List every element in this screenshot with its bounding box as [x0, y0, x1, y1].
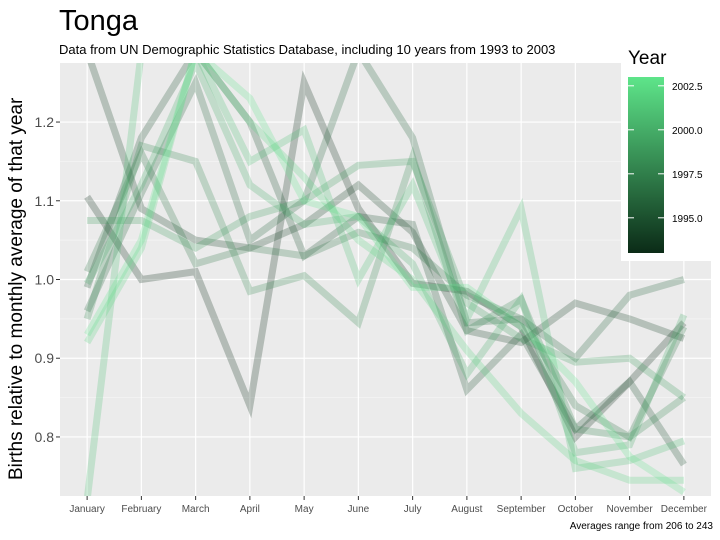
- x-tick-label: December: [661, 504, 708, 515]
- legend-tick-label: 2002.5: [672, 82, 703, 93]
- legend-colorbar: [628, 77, 664, 253]
- x-tick-label: September: [497, 504, 547, 515]
- y-axis-label: Births relative to monthly average of th…: [6, 97, 27, 480]
- y-tick-label: 0.8: [35, 429, 55, 445]
- x-tick-label: May: [295, 504, 314, 515]
- x-tick-label: March: [182, 504, 210, 515]
- chart-subtitle: Data from UN Demographic Statistics Data…: [59, 42, 555, 57]
- x-tick-label: November: [607, 504, 654, 515]
- x-tick-label: July: [404, 504, 422, 515]
- series-line-1999: [87, 157, 686, 401]
- legend-title: Year: [628, 48, 667, 69]
- x-tick-label: August: [451, 504, 482, 515]
- x-tick-label: February: [121, 504, 161, 515]
- grid-minor: [60, 161, 711, 398]
- legend-ticks: 1995.0 1997.5 2000.0 2002.5: [628, 82, 703, 225]
- x-axis-ticks: January February March April May June July Augu…: [69, 496, 708, 515]
- y-tick-label: 0.9: [35, 350, 55, 366]
- legend-tick-label: 1995.0: [672, 214, 703, 225]
- series-line-1996: [83, 63, 685, 363]
- x-tick-label: June: [348, 504, 370, 515]
- series-line-2000: [84, 63, 688, 457]
- series-line-2003: [84, 63, 686, 496]
- chart-caption: Averages range from 206 to 243: [570, 521, 714, 532]
- series-layer: [83, 63, 688, 496]
- series-line-2002: [84, 63, 684, 484]
- series-line-1993: [84, 70, 687, 443]
- y-tick-label: 1.1: [35, 193, 55, 209]
- color-legend: Year 1995.0 1997.5 2000.0 2002.5: [621, 41, 720, 261]
- series-line-1994: [87, 63, 686, 347]
- y-tick-label: 1.2: [35, 114, 55, 130]
- series-line-1995: [83, 63, 687, 467]
- series-line-2001: [84, 63, 686, 496]
- x-tick-label: October: [558, 504, 594, 515]
- y-axis-ticks: 0.8 0.9 1.0 1.1 1.2: [35, 114, 60, 445]
- y-tick-label: 1.0: [35, 272, 55, 288]
- legend-tick-label: 2000.0: [672, 126, 703, 137]
- grid-major: [60, 63, 711, 496]
- series-line-1998: [83, 141, 686, 441]
- x-tick-label: April: [240, 504, 260, 515]
- series-line-1997: [83, 145, 688, 442]
- x-tick-label: January: [69, 504, 105, 515]
- legend-tick-label: 1997.5: [672, 170, 703, 181]
- chart-title: Tonga: [59, 5, 139, 37]
